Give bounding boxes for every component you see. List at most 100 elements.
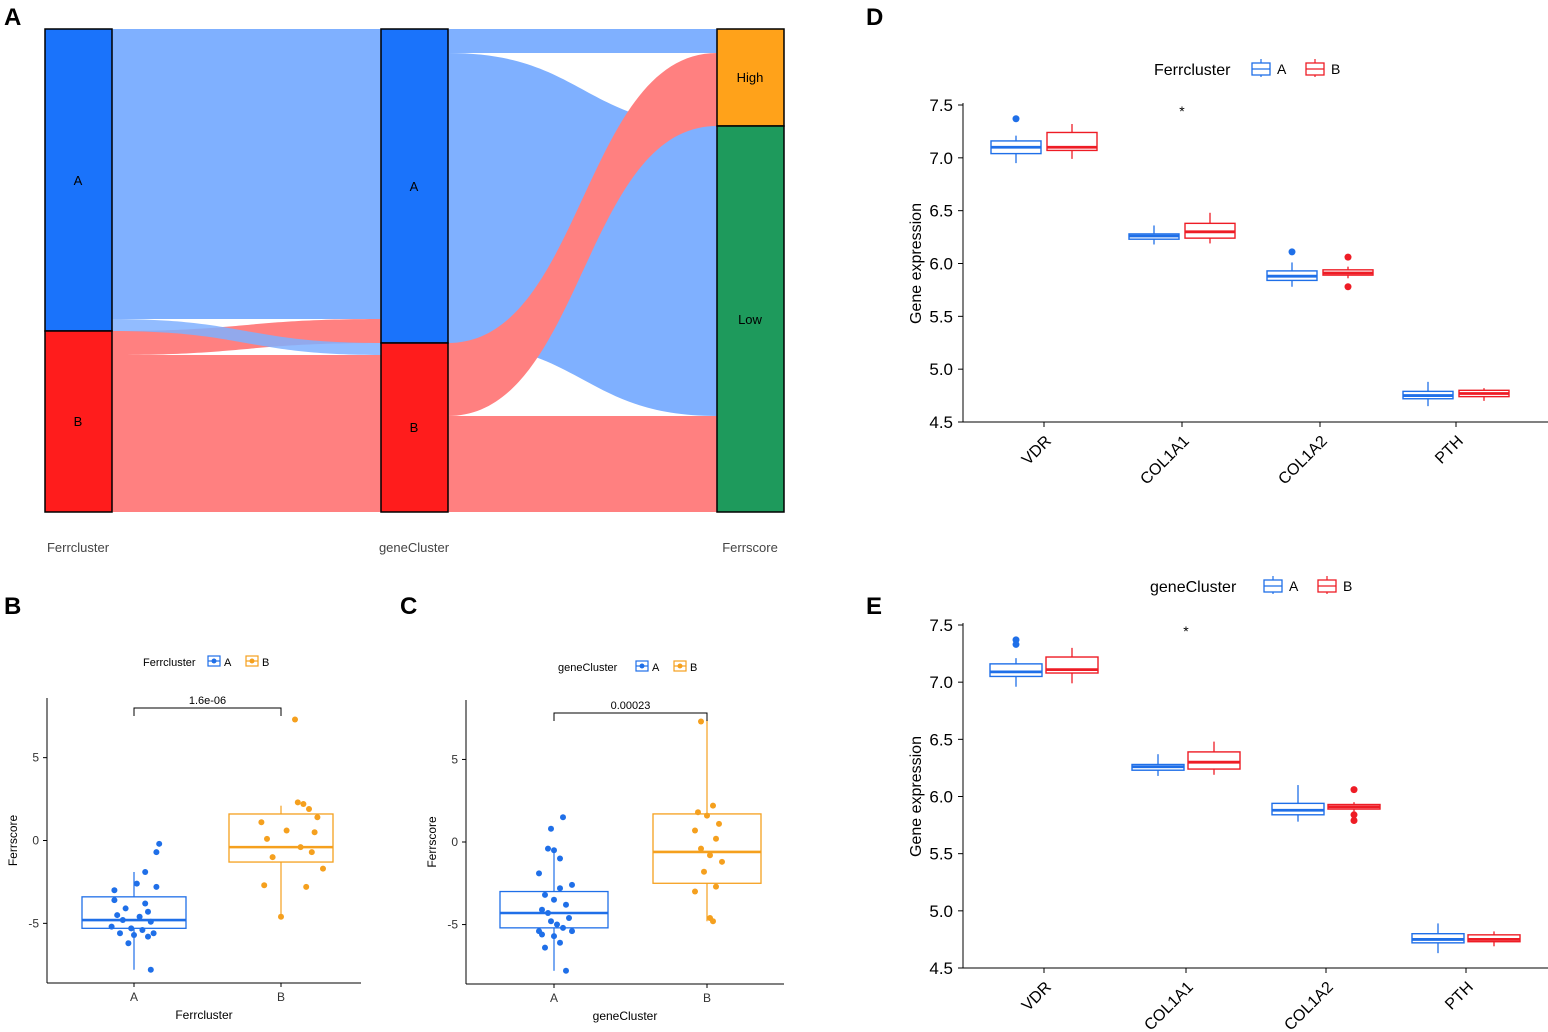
node-ferrcluster-a (44, 28, 113, 332)
data-point (303, 883, 310, 890)
y-tick-label: 0 (451, 835, 458, 849)
legend-label: B (262, 657, 269, 669)
data-point (560, 924, 566, 931)
y-tick-label: 6.5 (929, 730, 953, 749)
significance-star: * (1179, 103, 1185, 119)
x-axis-title: geneCluster (593, 1009, 658, 1023)
data-point (308, 849, 315, 856)
box (228, 813, 334, 863)
significance-bracket (553, 712, 708, 721)
y-tick-label: 4.5 (929, 413, 953, 432)
legend-label: A (1289, 578, 1299, 594)
outlier-point (1012, 640, 1020, 648)
box (1187, 751, 1241, 770)
data-point (554, 921, 560, 928)
data-point (294, 799, 301, 806)
box (989, 663, 1043, 678)
x-tick-label: COL1A2 (1281, 979, 1336, 1032)
boxplot-e: 4.5 5.0 5.5 6.0 6.5 7.0 7.5 VDR COL1A1 COL1A2 PTH G… (908, 576, 1548, 1032)
data-point (133, 880, 140, 887)
outlier-point (1288, 248, 1296, 256)
y-tick-label: 5.0 (929, 360, 953, 379)
y-tick-label: 6.0 (929, 255, 953, 274)
node-label-genecluster-a: A (410, 179, 419, 194)
data-point (147, 966, 154, 973)
boxplot-d: 4.5 5.0 5.5 6.0 6.5 7.0 7.5 VDR COL1A1 COL1A2 PTH G… (908, 59, 1548, 488)
data-point (557, 855, 563, 862)
data-point (119, 917, 126, 924)
data-point (701, 868, 707, 875)
flow-gene-b-to-high (448, 53, 717, 416)
node-label-ferrcluster-b: B (74, 414, 83, 429)
data-point (283, 827, 290, 834)
data-point (320, 865, 326, 872)
y-tick-label: 6.5 (929, 202, 953, 221)
data-point (261, 882, 268, 889)
data-point (539, 931, 545, 938)
x-tick-label: A (550, 991, 558, 1005)
data-point (551, 896, 557, 903)
node-genecluster-b (380, 342, 449, 513)
node-ferrcluster-b (44, 330, 113, 513)
legend-label: B (690, 662, 697, 674)
data-point (306, 806, 312, 813)
y-tick-label: 6.0 (929, 788, 953, 807)
significance-bracket (133, 707, 282, 716)
panel-label-a: A (4, 4, 21, 31)
data-point (292, 716, 298, 723)
data-point (258, 819, 265, 826)
data-point (692, 827, 698, 834)
legend-label: B (1331, 61, 1340, 77)
data-point (713, 883, 719, 890)
x-tick-label: VDR (1019, 433, 1055, 469)
data-point (147, 918, 154, 925)
data-point (314, 814, 321, 821)
data-point (111, 897, 118, 904)
p-value-label: 0.00023 (611, 700, 651, 712)
data-point (122, 905, 129, 912)
x-tick-label: VDR (1019, 979, 1055, 1015)
sankey-axis-genecluster: geneCluster (379, 540, 450, 555)
data-point (542, 944, 548, 951)
data-point (548, 918, 554, 925)
data-point (153, 883, 160, 890)
data-point (563, 967, 569, 974)
legend-title: Ferrcluster (1154, 62, 1231, 79)
significance-star: * (1183, 623, 1189, 639)
data-point (108, 923, 115, 930)
x-tick-label: B (277, 990, 285, 1004)
panel-label-d: D (866, 4, 883, 31)
data-point (536, 870, 542, 877)
y-tick-label: 5.5 (929, 307, 953, 326)
data-point (297, 844, 304, 851)
data-point (142, 868, 149, 875)
data-point (557, 885, 563, 892)
data-point (142, 900, 149, 907)
outlier-point (1012, 115, 1020, 123)
legend-key-dot (249, 658, 255, 664)
data-point (692, 888, 698, 895)
y-tick-label: 5 (32, 751, 39, 765)
x-tick-label: COL1A1 (1141, 979, 1196, 1032)
data-point (131, 931, 137, 938)
data-point (300, 801, 307, 808)
box (499, 890, 609, 929)
data-point (563, 901, 569, 908)
panel-label-c: C (400, 593, 417, 620)
data-point (145, 908, 151, 915)
data-point (713, 835, 719, 842)
node-label-low: Low (738, 312, 762, 327)
data-point (707, 852, 713, 859)
legend-title: geneCluster (558, 662, 618, 674)
data-point (156, 840, 163, 847)
node-label-genecluster-b: B (410, 420, 419, 435)
data-point (569, 928, 575, 935)
node-ferrscore-low (716, 125, 785, 513)
y-tick-label: 7.0 (929, 673, 953, 692)
panel-label-e: E (866, 593, 882, 620)
data-point (136, 913, 143, 920)
data-point (566, 914, 572, 921)
node-label-high: High (737, 70, 764, 85)
data-point (710, 918, 716, 925)
y-axis-title: Ferrscore (425, 816, 439, 868)
